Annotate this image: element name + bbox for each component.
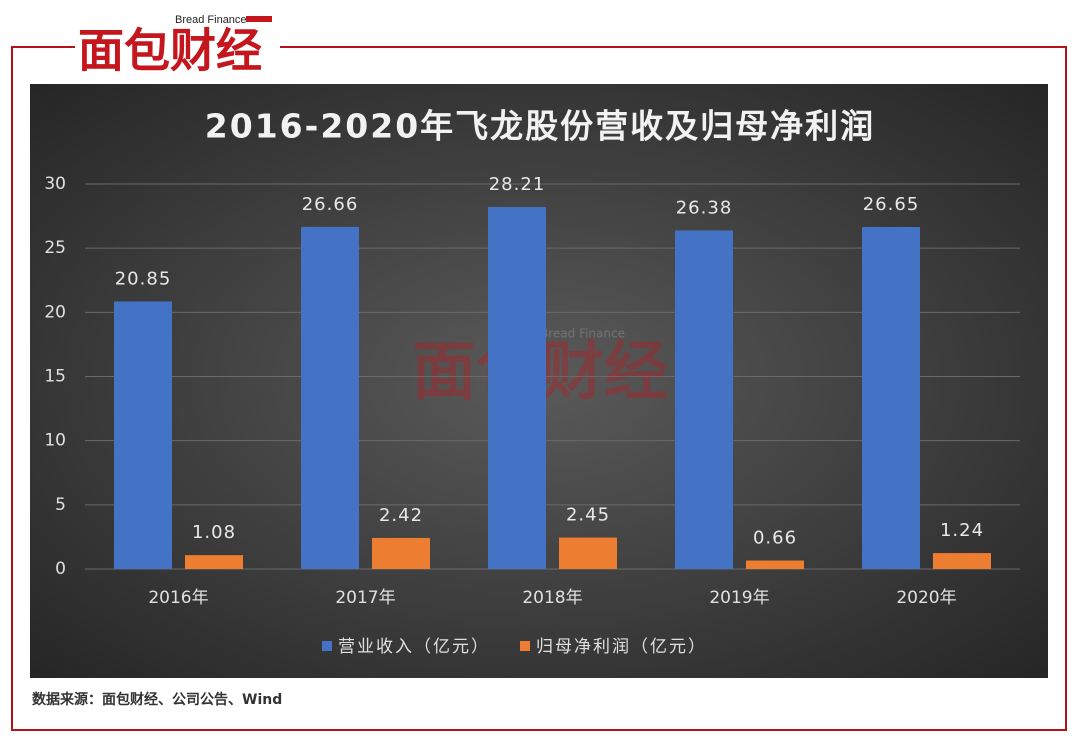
x-tick-label: 2019年 bbox=[709, 588, 769, 608]
legend-swatch bbox=[322, 641, 332, 651]
data-label: 26.38 bbox=[676, 197, 733, 218]
bar bbox=[675, 230, 733, 569]
bar bbox=[559, 537, 617, 569]
y-tick-label: 0 bbox=[55, 559, 66, 579]
y-tick-label: 25 bbox=[44, 238, 66, 258]
bar bbox=[933, 553, 991, 569]
data-label: 2.42 bbox=[379, 505, 423, 526]
x-tick-label: 2018年 bbox=[522, 588, 582, 608]
data-label: 1.24 bbox=[940, 520, 984, 541]
logo-bg bbox=[75, 14, 280, 82]
watermark-english: Bread Finance bbox=[540, 327, 625, 341]
data-label: 26.66 bbox=[302, 194, 359, 215]
x-tick-label: 2016年 bbox=[148, 588, 208, 608]
y-tick-label: 30 bbox=[44, 174, 66, 194]
chart-title: 2016-2020年飞龙股份营收及归母净利润 bbox=[205, 107, 875, 146]
bar bbox=[862, 226, 920, 569]
bar bbox=[114, 301, 172, 569]
y-tick-label: 15 bbox=[44, 367, 66, 387]
data-label: 2.45 bbox=[566, 505, 610, 526]
logo-name: 面包财经 bbox=[78, 24, 262, 78]
bar bbox=[488, 206, 546, 569]
legend-swatch bbox=[520, 641, 530, 651]
bar bbox=[372, 537, 430, 569]
y-tick-label: 10 bbox=[44, 431, 66, 451]
data-label: 0.66 bbox=[753, 528, 797, 549]
x-tick-label: 2017年 bbox=[335, 588, 395, 608]
data-label: 28.21 bbox=[489, 174, 546, 195]
bar bbox=[746, 560, 804, 569]
legend-label: 营业收入（亿元） bbox=[338, 637, 490, 657]
data-label: 20.85 bbox=[115, 268, 172, 289]
logo-bar bbox=[246, 16, 272, 22]
source: 数据来源：面包财经、公司公告、Wind bbox=[32, 691, 282, 708]
data-label: 26.65 bbox=[863, 194, 920, 215]
logo-english: Bread Finance bbox=[175, 14, 247, 26]
y-tick-label: 5 bbox=[55, 495, 66, 515]
data-label: 1.08 bbox=[192, 522, 236, 543]
legend-label: 归母净利润（亿元） bbox=[536, 637, 707, 657]
bar bbox=[185, 555, 243, 569]
y-tick-label: 20 bbox=[44, 302, 66, 322]
x-tick-label: 2020年 bbox=[896, 588, 956, 608]
bar bbox=[301, 226, 359, 569]
frame bbox=[11, 46, 1067, 731]
